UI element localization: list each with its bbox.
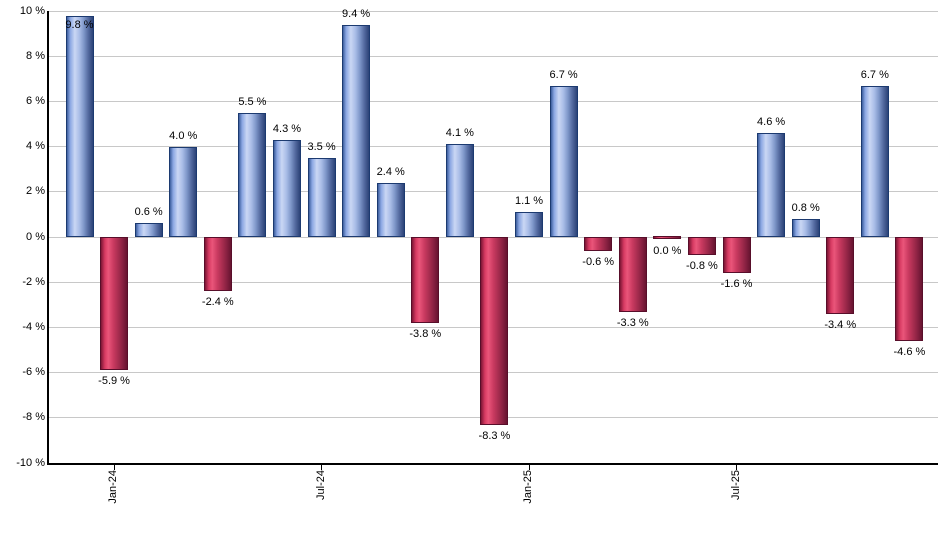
- bar-value-label: 6.7 %: [549, 68, 578, 81]
- bar-value-label: 0.6 %: [134, 206, 163, 219]
- bar-value-label: 4.1 %: [445, 127, 474, 140]
- gridline: [49, 10, 938, 12]
- x-axis-tick-label: Jan-25: [522, 470, 535, 504]
- y-axis-tick-label: 6 %: [26, 94, 45, 107]
- x-axis-tick-label: Jan-24: [107, 470, 120, 504]
- y-axis-tick-label: 10 %: [19, 4, 45, 17]
- positive-bar: [376, 182, 405, 237]
- y-axis-tick-label: 0 %: [26, 230, 45, 243]
- bar-value-label: 4.0 %: [169, 129, 198, 142]
- bar-value-label: 2.4 %: [376, 165, 405, 178]
- positive-bar: [134, 223, 163, 237]
- negative-bar: [826, 237, 855, 314]
- positive-bar: [860, 85, 889, 237]
- y-axis-tick-label: -8 %: [22, 411, 45, 424]
- bar-value-label: -8.3 %: [478, 429, 511, 442]
- y-axis-line: [47, 11, 49, 465]
- positive-bar: [342, 24, 371, 237]
- x-axis-tick-label: Jul-24: [314, 470, 327, 500]
- x-axis-line: [47, 463, 938, 465]
- negative-bar: [480, 237, 509, 425]
- positive-bar: [515, 212, 544, 237]
- x-axis-tick-mark: [113, 465, 115, 470]
- bar-value-label: -3.8 %: [409, 327, 442, 340]
- negative-bar: [100, 237, 129, 371]
- positive-bar: [549, 85, 578, 237]
- negative-bar: [895, 237, 924, 341]
- bar-value-label: 5.5 %: [238, 95, 267, 108]
- bar-value-label: -3.3 %: [616, 316, 649, 329]
- x-axis-tick-mark: [321, 465, 323, 470]
- positive-bar: [238, 112, 267, 237]
- negative-bar: [203, 237, 232, 292]
- negative-bar: [618, 237, 647, 312]
- y-axis-tick-label: 2 %: [26, 185, 45, 198]
- bar-value-label: 4.3 %: [272, 122, 302, 135]
- bar-value-label: -3.4 %: [824, 318, 857, 331]
- negative-bar: [584, 237, 613, 251]
- x-axis-tick-mark: [736, 465, 738, 470]
- bar-value-label: -1.6 %: [720, 278, 753, 291]
- x-axis-tick-label: Jul-25: [729, 470, 742, 500]
- negative-bar: [653, 236, 682, 239]
- x-axis-tick-mark: [528, 465, 530, 470]
- plot-area: 9.8 % -5.9 % 0.6 % 4.0 % -2.4 % 5.5 % 4.3 % 3.5…: [49, 7, 938, 463]
- bar-value-label: 1.1 %: [514, 195, 544, 208]
- bar-value-label: -0.8 %: [686, 260, 718, 273]
- bar-value-label: 3.5 %: [307, 140, 336, 153]
- gridline: [49, 191, 938, 193]
- negative-bar: [411, 237, 440, 323]
- positive-bar: [445, 144, 474, 237]
- positive-bar: [757, 133, 786, 237]
- gridline: [49, 100, 938, 102]
- negative-bar: [687, 237, 716, 256]
- bar-value-label: 0.0 %: [653, 244, 682, 257]
- y-axis-tick-label: -10 %: [16, 456, 45, 469]
- y-axis-tick-label: -4 %: [22, 320, 45, 333]
- positive-bar: [65, 15, 94, 237]
- positive-bar: [307, 157, 336, 237]
- negative-bar: [722, 237, 751, 274]
- bar-value-label: -2.4 %: [201, 296, 234, 309]
- positive-bar: [791, 218, 820, 237]
- y-axis-tick-label: 8 %: [26, 49, 45, 62]
- bar-value-label: 9.4 %: [342, 7, 371, 20]
- bar-value-label: 0.8 %: [791, 201, 820, 214]
- positive-bar: [169, 146, 198, 237]
- bar-value-label: -4.6 %: [893, 345, 926, 358]
- bar-value-label: -5.9 %: [98, 375, 130, 388]
- y-axis-tick-label: -2 %: [22, 275, 45, 288]
- positive-bar: [272, 139, 301, 237]
- bar-value-label: 6.7 %: [860, 68, 889, 81]
- y-axis-tick-label: 4 %: [26, 140, 45, 153]
- bar-value-label: 9.8 %: [65, 18, 94, 31]
- bar-value-label: -0.6 %: [582, 255, 615, 268]
- gridline: [49, 146, 938, 148]
- y-axis-tick-label: -6 %: [22, 366, 45, 379]
- gridline: [49, 55, 938, 57]
- bar-value-label: 4.6 %: [757, 116, 786, 129]
